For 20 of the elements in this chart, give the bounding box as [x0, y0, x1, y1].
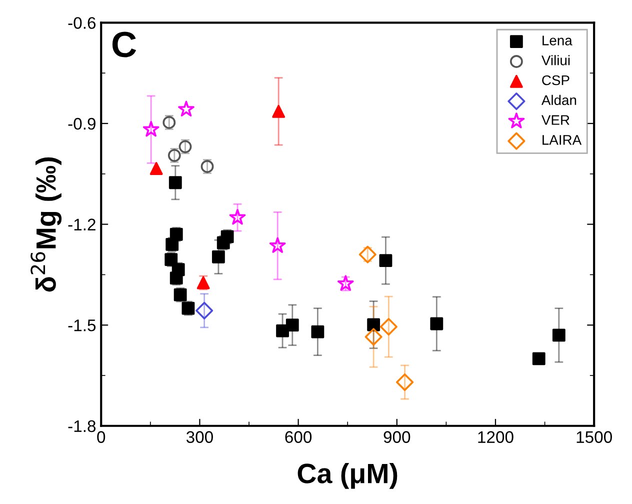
x-axis-title: Ca (μM): [298, 462, 398, 489]
legend-label: VER: [542, 115, 570, 125]
legend-label: CSP: [542, 75, 570, 86]
legend-label: Viliui: [542, 55, 570, 66]
x-tick-label: 0: [97, 431, 106, 443]
x-tick-label: 300: [186, 431, 213, 443]
y-axis-title: δ$^{26}$Mg (‰): [30, 157, 62, 292]
legend-label: Lena: [542, 36, 572, 46]
legend-label: LAIRA: [542, 135, 582, 145]
y-tick-label: -0.9: [68, 118, 96, 130]
annotation: C: [112, 32, 136, 58]
x-tick-label: 1500: [576, 431, 612, 443]
legend-label: Aldan: [541, 94, 576, 106]
x-tick-label: 900: [384, 431, 410, 443]
x-tick-label: 600: [285, 431, 312, 443]
y-tick-label: -1.2: [68, 218, 96, 230]
y-tick-label: -1.8: [68, 420, 96, 432]
x-tick-label: 1200: [478, 431, 514, 443]
y-tick-label: -0.6: [68, 17, 96, 29]
y-tick-label: -1.5: [68, 320, 96, 332]
